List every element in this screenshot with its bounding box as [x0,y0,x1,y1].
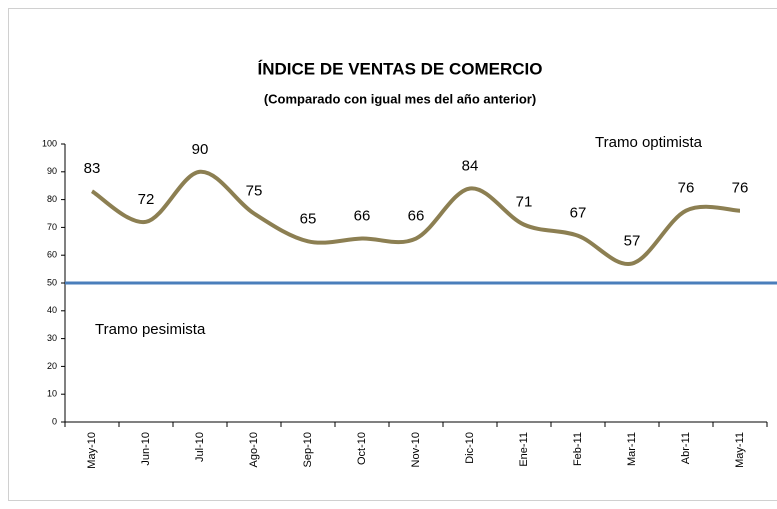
data-label: 84 [462,157,479,174]
data-label: 67 [570,205,587,222]
y-tick-label: 80 [47,194,57,204]
x-tick-label: Jul-10 [194,432,206,462]
data-label: 83 [84,160,101,177]
x-tick-label: Ene-11 [518,432,530,467]
x-tick-label: Ago-10 [248,432,260,467]
data-label: 66 [408,207,425,224]
y-tick-label: 30 [47,333,57,343]
y-tick-label: 50 [47,277,57,287]
x-tick-label: May-11 [734,432,746,468]
data-label: 76 [678,180,695,197]
y-tick-label: 90 [47,166,57,176]
x-tick-label: May-10 [86,432,98,469]
y-tick-label: 100 [42,138,57,148]
series-line [90,169,741,266]
y-tick-label: 20 [47,361,57,371]
x-tick-label: Feb-11 [572,432,584,466]
data-label: 57 [624,233,641,250]
x-tick-label: Oct-10 [356,432,368,465]
y-tick-label: 60 [47,250,57,260]
data-label: 71 [516,194,533,211]
chart-title: ÍNDICE DE VENTAS DE COMERCIO [258,59,543,78]
y-tick-label: 70 [47,222,57,232]
data-label: 75 [246,182,263,199]
annotation: Tramo pesimista [95,321,206,338]
x-tick-label: Dic-10 [464,432,476,464]
y-tick-label: 0 [52,416,57,426]
data-label: 66 [354,207,371,224]
annotation: Tramo optimista [595,134,703,151]
chart-subtitle: (Comparado con igual mes del año anterio… [264,91,536,106]
y-tick-label: 40 [47,305,57,315]
x-tick-label: Abr-11 [680,432,692,464]
data-label: 76 [732,180,749,197]
data-label: 72 [138,191,155,208]
x-tick-label: Mar-11 [626,432,638,466]
x-tick-label: Nov-10 [410,432,422,467]
x-tick-label: Sep-10 [302,432,314,467]
data-label: 90 [192,141,209,158]
y-tick-label: 10 [47,389,57,399]
x-tick-label: Jun-10 [140,432,152,466]
data-label: 65 [300,210,317,227]
chart-border [8,8,777,501]
